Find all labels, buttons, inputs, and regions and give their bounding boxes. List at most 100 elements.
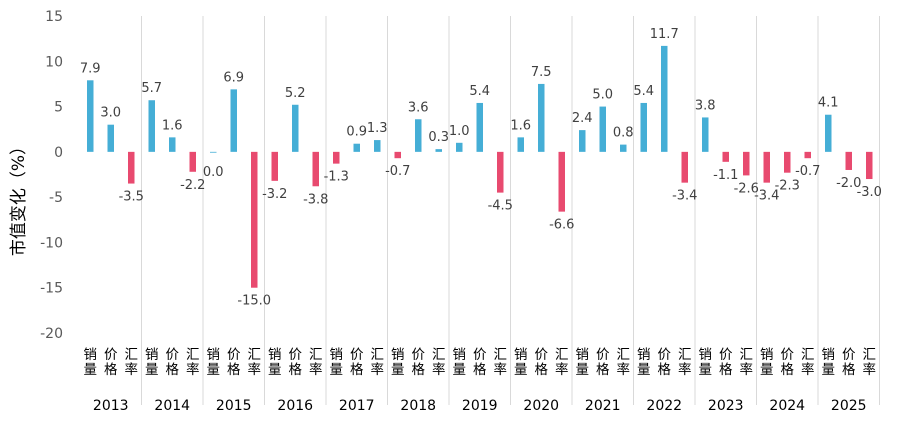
bar bbox=[538, 83, 545, 152]
data-label: 1.6 bbox=[162, 118, 183, 133]
data-label: -1.3 bbox=[324, 170, 349, 185]
category-label: 汇 bbox=[371, 347, 385, 363]
category-label: 汇 bbox=[678, 347, 692, 363]
category-label: 格 bbox=[658, 362, 672, 378]
category-label: 汇 bbox=[248, 347, 262, 363]
category-label: 量 bbox=[453, 362, 467, 378]
category-label: 率 bbox=[555, 361, 569, 378]
bar bbox=[497, 151, 504, 193]
year-label: 2014 bbox=[154, 398, 190, 414]
category-label: 量 bbox=[822, 362, 836, 378]
data-label: -3.4 bbox=[754, 189, 779, 204]
category-label: 格 bbox=[719, 362, 733, 378]
data-label: -2.2 bbox=[180, 178, 205, 193]
category-label: 价 bbox=[289, 347, 303, 363]
bars bbox=[87, 45, 873, 288]
data-label: -3.4 bbox=[672, 189, 697, 204]
data-label: 0.8 bbox=[613, 126, 634, 141]
category-label: 量 bbox=[145, 362, 159, 378]
year-label: 2024 bbox=[769, 398, 805, 414]
category-label: 率 bbox=[432, 361, 446, 378]
bar bbox=[169, 137, 176, 152]
category-label: 格 bbox=[104, 362, 118, 378]
bar bbox=[292, 104, 299, 152]
category-label: 率 bbox=[801, 361, 815, 378]
category-label: 价 bbox=[473, 347, 487, 363]
category-label: 销 bbox=[391, 347, 405, 363]
category-label: 量 bbox=[391, 362, 405, 378]
data-label: 5.4 bbox=[633, 84, 654, 99]
category-label: 价 bbox=[104, 347, 118, 363]
category-label: 量 bbox=[84, 362, 98, 378]
category-label: 率 bbox=[740, 361, 754, 378]
data-label: 1.6 bbox=[510, 118, 531, 133]
data-label: 5.0 bbox=[592, 88, 613, 103]
year-label: 2025 bbox=[831, 398, 867, 414]
bar bbox=[435, 149, 442, 152]
category-label: 销 bbox=[207, 347, 221, 363]
data-label: 11.7 bbox=[650, 27, 679, 42]
data-label: -0.7 bbox=[795, 164, 820, 179]
bar bbox=[722, 151, 729, 162]
bar bbox=[476, 102, 483, 152]
bar bbox=[271, 151, 278, 181]
data-label: -2.6 bbox=[734, 181, 759, 196]
category-label: 销 bbox=[268, 347, 282, 363]
category-label: 格 bbox=[535, 362, 549, 378]
category-label: 汇 bbox=[801, 347, 815, 363]
y-tick-label: -5 bbox=[49, 190, 63, 206]
category-label: 销 bbox=[145, 347, 159, 363]
category-label: 率 bbox=[125, 361, 139, 378]
bar bbox=[866, 151, 873, 180]
category-label: 率 bbox=[494, 361, 508, 378]
category-label: 格 bbox=[350, 362, 364, 378]
year-label: 2022 bbox=[646, 398, 682, 414]
data-label: 7.5 bbox=[531, 65, 552, 80]
y-tick-label: 0 bbox=[54, 145, 63, 161]
y-tick-label: -10 bbox=[40, 235, 63, 251]
bar bbox=[825, 114, 832, 152]
category-label: 汇 bbox=[432, 347, 446, 363]
category-label: 量 bbox=[207, 362, 221, 378]
data-label: 5.2 bbox=[285, 86, 306, 101]
year-label: 2020 bbox=[523, 398, 559, 414]
category-label: 率 bbox=[371, 361, 385, 378]
data-label: -3.0 bbox=[857, 185, 882, 200]
y-axis-ticks: 15 10 5 0 -5 -10 -15 -20 bbox=[40, 9, 63, 342]
category-label: 销 bbox=[637, 347, 651, 363]
category-label: 价 bbox=[658, 347, 672, 363]
data-label: 0.9 bbox=[346, 125, 367, 140]
data-label: -3.2 bbox=[262, 187, 287, 202]
bar bbox=[784, 151, 791, 173]
category-label: 汇 bbox=[863, 347, 877, 363]
bar bbox=[681, 151, 688, 183]
data-label: -15.0 bbox=[237, 294, 271, 309]
category-label: 价 bbox=[227, 347, 241, 363]
data-label: 5.7 bbox=[141, 81, 162, 96]
category-label: 销 bbox=[84, 347, 98, 363]
data-label: 3.6 bbox=[408, 100, 429, 115]
bar bbox=[333, 151, 340, 164]
category-label: 汇 bbox=[555, 347, 569, 363]
data-label: -3.8 bbox=[303, 192, 328, 207]
x-axis-categories: 销量价格汇率销量价格汇率销量价格汇率销量价格汇率销量价格汇率销量价格汇率销量价格… bbox=[84, 347, 877, 378]
category-label: 销 bbox=[699, 347, 713, 363]
bar bbox=[251, 151, 258, 288]
bar bbox=[579, 130, 586, 152]
category-label: 价 bbox=[719, 347, 733, 363]
data-label: 6.9 bbox=[223, 70, 244, 85]
bar bbox=[743, 151, 750, 176]
category-label: 格 bbox=[781, 362, 795, 378]
bar bbox=[763, 151, 770, 183]
x-axis-years: 2013 2014 2015 2016 2017 2018 2019 2020 2021 2022… bbox=[93, 398, 867, 414]
data-label: 3.8 bbox=[695, 98, 716, 113]
category-label: 汇 bbox=[125, 347, 139, 363]
data-labels: 7.9 3.0 -3.5 5.7 1.6 -2.20.0 6.9 -15.0 -3.2 5.2 -3… bbox=[80, 27, 882, 309]
category-label: 价 bbox=[350, 347, 364, 363]
category-label: 量 bbox=[576, 362, 590, 378]
data-label: -0.7 bbox=[385, 164, 410, 179]
bar bbox=[517, 137, 524, 152]
year-label: 2016 bbox=[277, 398, 313, 414]
bar bbox=[620, 144, 627, 152]
